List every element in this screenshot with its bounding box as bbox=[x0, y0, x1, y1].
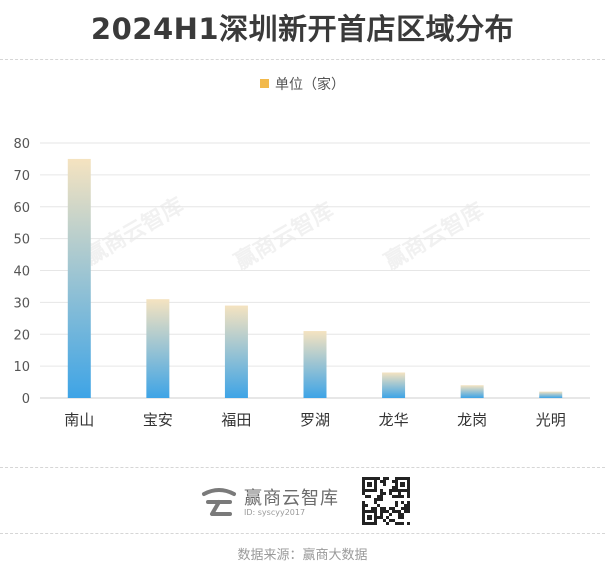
footer-divider-top bbox=[0, 467, 605, 468]
y-tick-label: 50 bbox=[13, 233, 30, 248]
x-tick-label: 罗湖 bbox=[300, 411, 330, 429]
data-source: 数据来源：赢商大数据 bbox=[237, 548, 368, 563]
legend-swatch bbox=[260, 79, 269, 88]
bar-福田 bbox=[224, 305, 248, 398]
brand-name: 赢商云智库 bbox=[244, 488, 339, 509]
brand-logo-icon bbox=[202, 488, 236, 516]
bar-宝安 bbox=[146, 299, 170, 398]
bar-罗湖 bbox=[303, 331, 327, 398]
title-divider bbox=[0, 59, 605, 60]
y-tick-label: 60 bbox=[13, 201, 30, 216]
legend-label: 单位（家） bbox=[275, 77, 345, 93]
chart-title: 2024H1深圳新开首店区域分布 bbox=[90, 12, 515, 46]
watermark-layer: 赢商云智库 赢商云智库 赢商云智库 bbox=[80, 193, 488, 276]
x-tick-label: 龙华 bbox=[379, 411, 409, 429]
legend: 单位（家） bbox=[0, 74, 605, 94]
brand-id: ID: syscyy2017 bbox=[244, 508, 306, 517]
bar-光明 bbox=[539, 391, 563, 398]
bar-龙华 bbox=[382, 372, 406, 398]
watermark-text: 赢商云智库 bbox=[380, 198, 488, 276]
y-tick-label: 10 bbox=[13, 360, 30, 375]
watermark-text: 赢商云智库 bbox=[80, 193, 188, 271]
bar-龙岗 bbox=[460, 385, 484, 398]
qr-code-icon bbox=[362, 477, 410, 525]
y-tick-label: 30 bbox=[13, 296, 30, 311]
y-tick-label: 70 bbox=[13, 169, 30, 184]
footer-divider-bottom bbox=[0, 533, 605, 534]
y-tick-label: 20 bbox=[13, 328, 30, 343]
y-tick-label: 0 bbox=[22, 392, 30, 407]
watermark-text: 赢商云智库 bbox=[230, 198, 338, 276]
x-tick-label: 南山 bbox=[64, 411, 94, 429]
x-tick-label: 光明 bbox=[536, 411, 566, 429]
x-tick-label: 龙岗 bbox=[457, 411, 487, 429]
bar-南山 bbox=[67, 158, 91, 398]
y-tick-label: 40 bbox=[13, 265, 30, 280]
x-tick-label: 宝安 bbox=[143, 411, 173, 429]
x-tick-label: 福田 bbox=[221, 411, 251, 429]
brand-block: 赢商云智库 ID: syscyy2017 bbox=[196, 476, 416, 532]
y-tick-label: 80 bbox=[13, 137, 30, 152]
